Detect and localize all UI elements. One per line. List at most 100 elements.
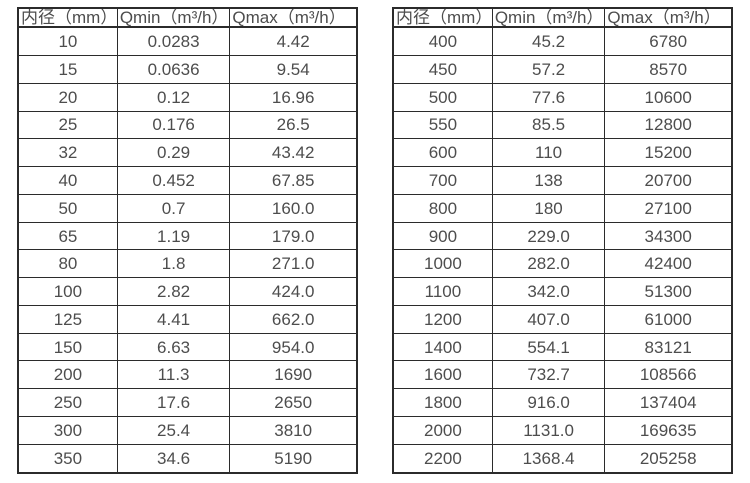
table-row: 25 0.176 26.5: [17, 110, 358, 140]
table-cell: 250: [17, 388, 118, 417]
table-cell: 179.0: [229, 221, 358, 251]
table-cell: 125: [17, 304, 118, 334]
table-row: 700 138 20700: [392, 166, 733, 195]
table-cell: 550: [392, 110, 493, 140]
table-cell: 1000: [392, 249, 493, 279]
table-cell: 85.5: [491, 110, 606, 140]
table-cell: 42400: [604, 249, 733, 279]
table-cell: 15: [17, 55, 118, 84]
header-qmin: Qmin（m³/h）: [116, 7, 231, 28]
table-cell: 3810: [229, 416, 358, 445]
table-cell: 0.29: [116, 138, 231, 168]
table-row: 15 0.0636 9.54: [17, 55, 358, 84]
table-cell: 137404: [604, 388, 733, 417]
table-cell: 1800: [392, 388, 493, 417]
table-row: 40 0.452 67.85: [17, 166, 358, 195]
table-cell: 2650: [229, 388, 358, 417]
table-cell: 108566: [604, 360, 733, 390]
table-cell: 200: [17, 360, 118, 390]
table-cell: 1368.4: [491, 443, 606, 474]
table-cell: 300: [17, 416, 118, 445]
table-cell: 77.6: [491, 82, 606, 112]
table-cell: 20700: [604, 166, 733, 195]
table-row: 2000 1131.0 169635: [392, 416, 733, 445]
table-row: 150 6.63 954.0: [17, 332, 358, 362]
table-cell: 50: [17, 193, 118, 223]
table-cell: 6780: [604, 26, 733, 57]
table-row: 250 17.6 2650: [17, 388, 358, 417]
table-cell: 51300: [604, 277, 733, 306]
header-qmax: Qmax（m³/h）: [229, 7, 358, 28]
table-cell: 1690: [229, 360, 358, 390]
table-row: 300 25.4 3810: [17, 416, 358, 445]
header-qmin: Qmin（m³/h）: [491, 7, 606, 28]
table-cell: 0.0283: [116, 26, 231, 57]
table-cell: 43.42: [229, 138, 358, 168]
table-cell: 25.4: [116, 416, 231, 445]
table-row: 65 1.19 179.0: [17, 221, 358, 251]
table-header-row: 内径（mm） Qmin（m³/h） Qmax（m³/h）: [392, 7, 733, 28]
table-cell: 1131.0: [491, 416, 606, 445]
table-cell: 1.19: [116, 221, 231, 251]
table-body: 10 0.0283 4.42 15 0.0636 9.54 20 0.12 16.96 25 0.1…: [17, 26, 358, 474]
table-cell: 2200: [392, 443, 493, 474]
table-header-row: 内径（mm） Qmin（m³/h） Qmax（m³/h）: [17, 7, 358, 28]
table-cell: 100: [17, 277, 118, 306]
table-cell: 34300: [604, 221, 733, 251]
table-cell: 0.7: [116, 193, 231, 223]
table-cell: 4.42: [229, 26, 358, 57]
table-cell: 10600: [604, 82, 733, 112]
table-body: 400 45.2 6780 450 57.2 8570 500 77.6 10600 550 85.…: [392, 26, 733, 474]
flow-table-small-diameters: 内径（mm） Qmin（m³/h） Qmax（m³/h） 10 0.0283 4.4…: [17, 7, 358, 474]
table-row: 1400 554.1 83121: [392, 332, 733, 362]
table-cell: 80: [17, 249, 118, 279]
table-cell: 271.0: [229, 249, 358, 279]
table-cell: 700: [392, 166, 493, 195]
table-cell: 900: [392, 221, 493, 251]
table-row: 1000 282.0 42400: [392, 249, 733, 279]
table-cell: 662.0: [229, 304, 358, 334]
table-cell: 0.176: [116, 110, 231, 140]
table-row: 800 180 27100: [392, 193, 733, 223]
table-row: 80 1.8 271.0: [17, 249, 358, 279]
table-row: 400 45.2 6780: [392, 26, 733, 57]
table-cell: 9.54: [229, 55, 358, 84]
table-cell: 8570: [604, 55, 733, 84]
table-row: 350 34.6 5190: [17, 443, 358, 474]
table-cell: 67.85: [229, 166, 358, 195]
table-cell: 11.3: [116, 360, 231, 390]
table-cell: 160.0: [229, 193, 358, 223]
table-cell: 800: [392, 193, 493, 223]
table-cell: 15200: [604, 138, 733, 168]
table-row: 600 110 15200: [392, 138, 733, 168]
table-row: 200 11.3 1690: [17, 360, 358, 390]
table-cell: 34.6: [116, 443, 231, 474]
table-cell: 45.2: [491, 26, 606, 57]
header-qmax: Qmax（m³/h）: [604, 7, 733, 28]
table-cell: 110: [491, 138, 606, 168]
table-row: 1800 916.0 137404: [392, 388, 733, 417]
table-cell: 5190: [229, 443, 358, 474]
table-cell: 4.41: [116, 304, 231, 334]
table-row: 100 2.82 424.0: [17, 277, 358, 306]
table-cell: 180: [491, 193, 606, 223]
header-inner-diameter: 内径（mm）: [17, 7, 118, 28]
table-cell: 282.0: [491, 249, 606, 279]
table-row: 450 57.2 8570: [392, 55, 733, 84]
table-cell: 554.1: [491, 332, 606, 362]
table-row: 1200 407.0 61000: [392, 304, 733, 334]
table-cell: 0.0636: [116, 55, 231, 84]
table-cell: 0.452: [116, 166, 231, 195]
table-cell: 954.0: [229, 332, 358, 362]
table-cell: 57.2: [491, 55, 606, 84]
table-cell: 600: [392, 138, 493, 168]
table-cell: 26.5: [229, 110, 358, 140]
table-cell: 205258: [604, 443, 733, 474]
table-cell: 12800: [604, 110, 733, 140]
table-cell: 16.96: [229, 82, 358, 112]
table-cell: 83121: [604, 332, 733, 362]
table-row: 2200 1368.4 205258: [392, 443, 733, 474]
table-cell: 65: [17, 221, 118, 251]
table-cell: 169635: [604, 416, 733, 445]
table-cell: 138: [491, 166, 606, 195]
